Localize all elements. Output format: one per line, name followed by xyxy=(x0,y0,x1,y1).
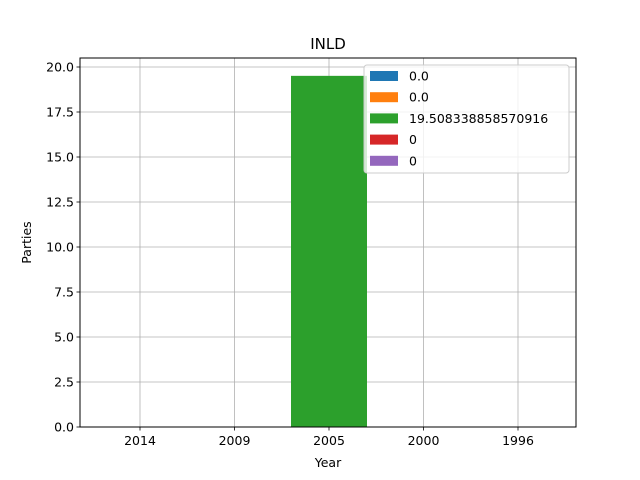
legend-swatch xyxy=(370,92,398,103)
x-tick-label: 2000 xyxy=(408,433,440,448)
y-tick-label: 17.5 xyxy=(46,105,74,120)
legend-swatch xyxy=(370,155,398,166)
y-tick-label: 15.0 xyxy=(46,150,74,165)
x-axis: 2014 2009 2005 2000 1996 xyxy=(124,427,534,448)
legend: 0.0 0.0 19.508338858570916 0 0 xyxy=(363,64,570,174)
legend-label: 0 xyxy=(409,153,417,168)
x-axis-label: Year xyxy=(314,455,342,470)
legend-label: 0 xyxy=(409,132,417,147)
y-tick-label: 0.0 xyxy=(54,420,74,435)
y-tick-label: 5.0 xyxy=(54,330,74,345)
y-tick-label: 10.0 xyxy=(46,240,74,255)
y-axis-label: Parties xyxy=(19,221,34,263)
legend-swatch xyxy=(370,113,398,124)
bars xyxy=(291,75,367,427)
y-tick-label: 20.0 xyxy=(46,60,74,75)
legend-box xyxy=(363,64,570,174)
bar xyxy=(291,75,367,427)
x-tick-label: 2009 xyxy=(219,433,251,448)
legend-swatch xyxy=(370,134,398,145)
legend-label: 0.0 xyxy=(409,90,429,105)
y-tick-label: 7.5 xyxy=(54,285,74,300)
legend-label: 0.0 xyxy=(409,69,429,84)
chart-title: INLD xyxy=(310,35,346,53)
plot-frame xyxy=(79,57,577,428)
legend-label: 19.508338858570916 xyxy=(409,111,548,126)
x-tick-label: 2014 xyxy=(124,433,156,448)
y-tick-label: 2.5 xyxy=(54,375,74,390)
x-tick-label: 1996 xyxy=(502,433,534,448)
y-axis: 0.0 2.5 5.0 7.5 10.0 12.5 15.0 17.5 20.0 xyxy=(46,60,80,435)
y-tick-label: 12.5 xyxy=(46,195,74,210)
legend-swatch xyxy=(370,71,398,81)
x-tick-label: 2005 xyxy=(313,433,345,448)
